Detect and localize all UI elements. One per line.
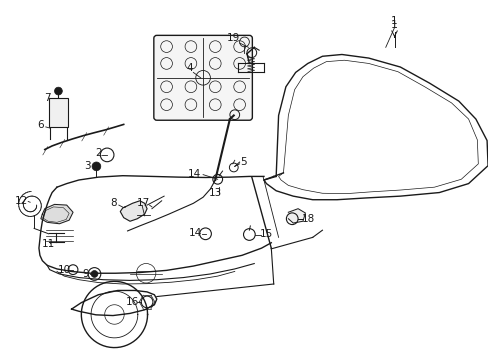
- Text: 4: 4: [186, 63, 192, 73]
- Text: 13: 13: [208, 188, 222, 198]
- Text: 7: 7: [44, 93, 50, 103]
- Text: 15: 15: [259, 229, 272, 239]
- Text: 1: 1: [390, 20, 397, 30]
- Text: 6: 6: [38, 121, 44, 130]
- Text: 17: 17: [136, 198, 149, 208]
- Text: 19: 19: [227, 33, 240, 43]
- Text: 12: 12: [15, 196, 28, 206]
- Text: 14: 14: [189, 228, 202, 238]
- Text: 14: 14: [188, 168, 201, 179]
- Text: 9: 9: [82, 269, 89, 279]
- Polygon shape: [41, 204, 73, 224]
- FancyBboxPatch shape: [154, 35, 252, 120]
- Text: 16: 16: [125, 297, 139, 307]
- Polygon shape: [288, 209, 305, 223]
- Circle shape: [55, 87, 62, 95]
- Text: 11: 11: [42, 239, 55, 249]
- Text: 5: 5: [240, 157, 246, 167]
- Text: 10: 10: [58, 265, 71, 275]
- Circle shape: [92, 162, 101, 171]
- Text: 3: 3: [84, 161, 91, 171]
- Circle shape: [91, 271, 98, 277]
- Text: 18: 18: [302, 214, 315, 224]
- Text: 8: 8: [110, 198, 117, 208]
- Polygon shape: [120, 201, 147, 221]
- Text: 2: 2: [95, 148, 102, 158]
- Bar: [49, 98, 68, 127]
- Text: 1: 1: [390, 17, 397, 27]
